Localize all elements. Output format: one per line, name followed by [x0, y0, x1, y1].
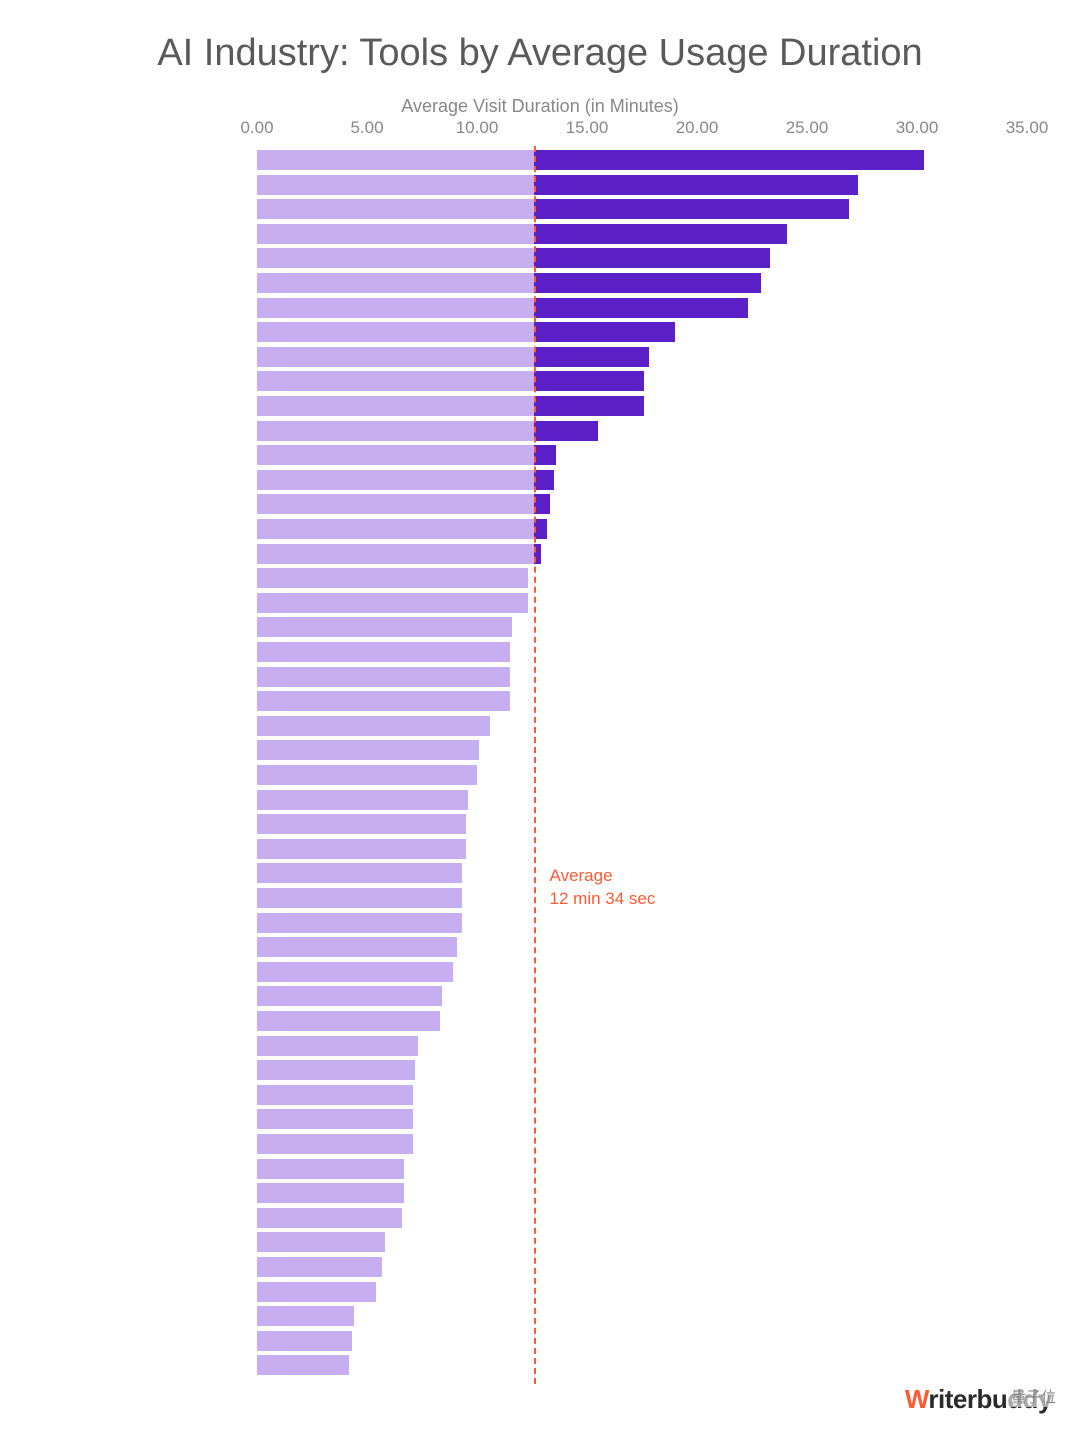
bar-segment-below-avg — [257, 937, 457, 957]
bar-segment-below-avg — [257, 150, 534, 170]
bar-segment-below-avg — [257, 248, 534, 268]
bar-segment-below-avg — [257, 224, 534, 244]
bar-segment-below-avg — [257, 863, 462, 883]
bar-segment-below-avg — [257, 1011, 440, 1031]
x-axis-title: Average Visit Duration (in Minutes) — [0, 96, 1080, 117]
bar-segment-above-avg — [534, 494, 550, 514]
bar-segment-below-avg — [257, 470, 534, 490]
bar-segment-below-avg — [257, 913, 462, 933]
bar-segment-above-avg — [534, 224, 788, 244]
bar-segment-below-avg — [257, 273, 534, 293]
bar-segment-below-avg — [257, 790, 468, 810]
bar-segment-below-avg — [257, 839, 466, 859]
bar-segment-below-avg — [257, 765, 477, 785]
x-axis-tick: 30.00 — [896, 118, 939, 138]
bar-segment-below-avg — [257, 1109, 413, 1129]
bar-segment-below-avg — [257, 199, 534, 219]
bar-segment-below-avg — [257, 494, 534, 514]
bar-segment-below-avg — [257, 1257, 382, 1277]
bar-segment-below-avg — [257, 986, 442, 1006]
average-label-line2: 12 min 34 sec — [550, 888, 656, 911]
bar-segment-below-avg — [257, 396, 534, 416]
x-axis-tick: 15.00 — [566, 118, 609, 138]
bar-segment-below-avg — [257, 1134, 413, 1154]
bar-segment-below-avg — [257, 593, 528, 613]
bar-segment-below-avg — [257, 667, 510, 687]
bar-segment-below-avg — [257, 691, 510, 711]
bar-segment-below-avg — [257, 519, 534, 539]
bar-segment-below-avg — [257, 568, 528, 588]
bar-segment-below-avg — [257, 1159, 404, 1179]
bar-segment-above-avg — [534, 421, 598, 441]
x-axis-tick: 35.00 — [1006, 118, 1049, 138]
bar-segment-above-avg — [534, 396, 645, 416]
x-axis-tick: 20.00 — [676, 118, 719, 138]
bar-segment-below-avg — [257, 322, 534, 342]
bar-segment-above-avg — [534, 175, 858, 195]
bar-segment-below-avg — [257, 1085, 413, 1105]
x-axis-tick: 10.00 — [456, 118, 499, 138]
average-line — [534, 146, 536, 1384]
x-axis-tick: 0.00 — [240, 118, 273, 138]
bar-segment-above-avg — [534, 248, 770, 268]
bar-segment-below-avg — [257, 175, 534, 195]
bar-segment-below-avg — [257, 445, 534, 465]
bar-segment-below-avg — [257, 1282, 376, 1302]
bar-segment-above-avg — [534, 519, 548, 539]
bar-segment-below-avg — [257, 962, 453, 982]
bar-segment-below-avg — [257, 1036, 418, 1056]
bar-segment-above-avg — [534, 199, 849, 219]
bar-segment-below-avg — [257, 1331, 352, 1351]
bar-segment-below-avg — [257, 1060, 415, 1080]
x-axis-tick: 25.00 — [786, 118, 829, 138]
bar-segment-below-avg — [257, 371, 534, 391]
bar-segment-above-avg — [534, 273, 761, 293]
bar-segment-below-avg — [257, 298, 534, 318]
bar-segment-above-avg — [534, 445, 557, 465]
bar-segment-above-avg — [534, 322, 675, 342]
chart-title: AI Industry: Tools by Average Usage Dura… — [0, 32, 1080, 75]
bar-segment-below-avg — [257, 421, 534, 441]
bar-segment-below-avg — [257, 716, 490, 736]
bar-segment-below-avg — [257, 1183, 404, 1203]
bar-segment-below-avg — [257, 888, 462, 908]
bar-segment-below-avg — [257, 814, 466, 834]
bar-segment-below-avg — [257, 1355, 349, 1375]
average-label-line1: Average — [550, 865, 656, 888]
overlay-watermark: 量子位 — [1007, 1386, 1060, 1407]
bar-segment-below-avg — [257, 1306, 354, 1326]
bar-segment-below-avg — [257, 1232, 385, 1252]
bar-segment-below-avg — [257, 1208, 402, 1228]
bar-segment-above-avg — [534, 298, 748, 318]
bar-segment-below-avg — [257, 740, 479, 760]
bar-segment-below-avg — [257, 617, 512, 637]
bar-segment-above-avg — [534, 150, 924, 170]
bar-segment-above-avg — [534, 347, 649, 367]
page: AI Industry: Tools by Average Usage Dura… — [0, 0, 1080, 1429]
bar-segment-above-avg — [534, 470, 554, 490]
bar-segment-below-avg — [257, 544, 534, 564]
bar-segment-below-avg — [257, 642, 510, 662]
average-label: Average 12 min 34 sec — [550, 865, 656, 911]
x-axis-tick: 5.00 — [350, 118, 383, 138]
bar-segment-below-avg — [257, 347, 534, 367]
bar-segment-above-avg — [534, 371, 645, 391]
